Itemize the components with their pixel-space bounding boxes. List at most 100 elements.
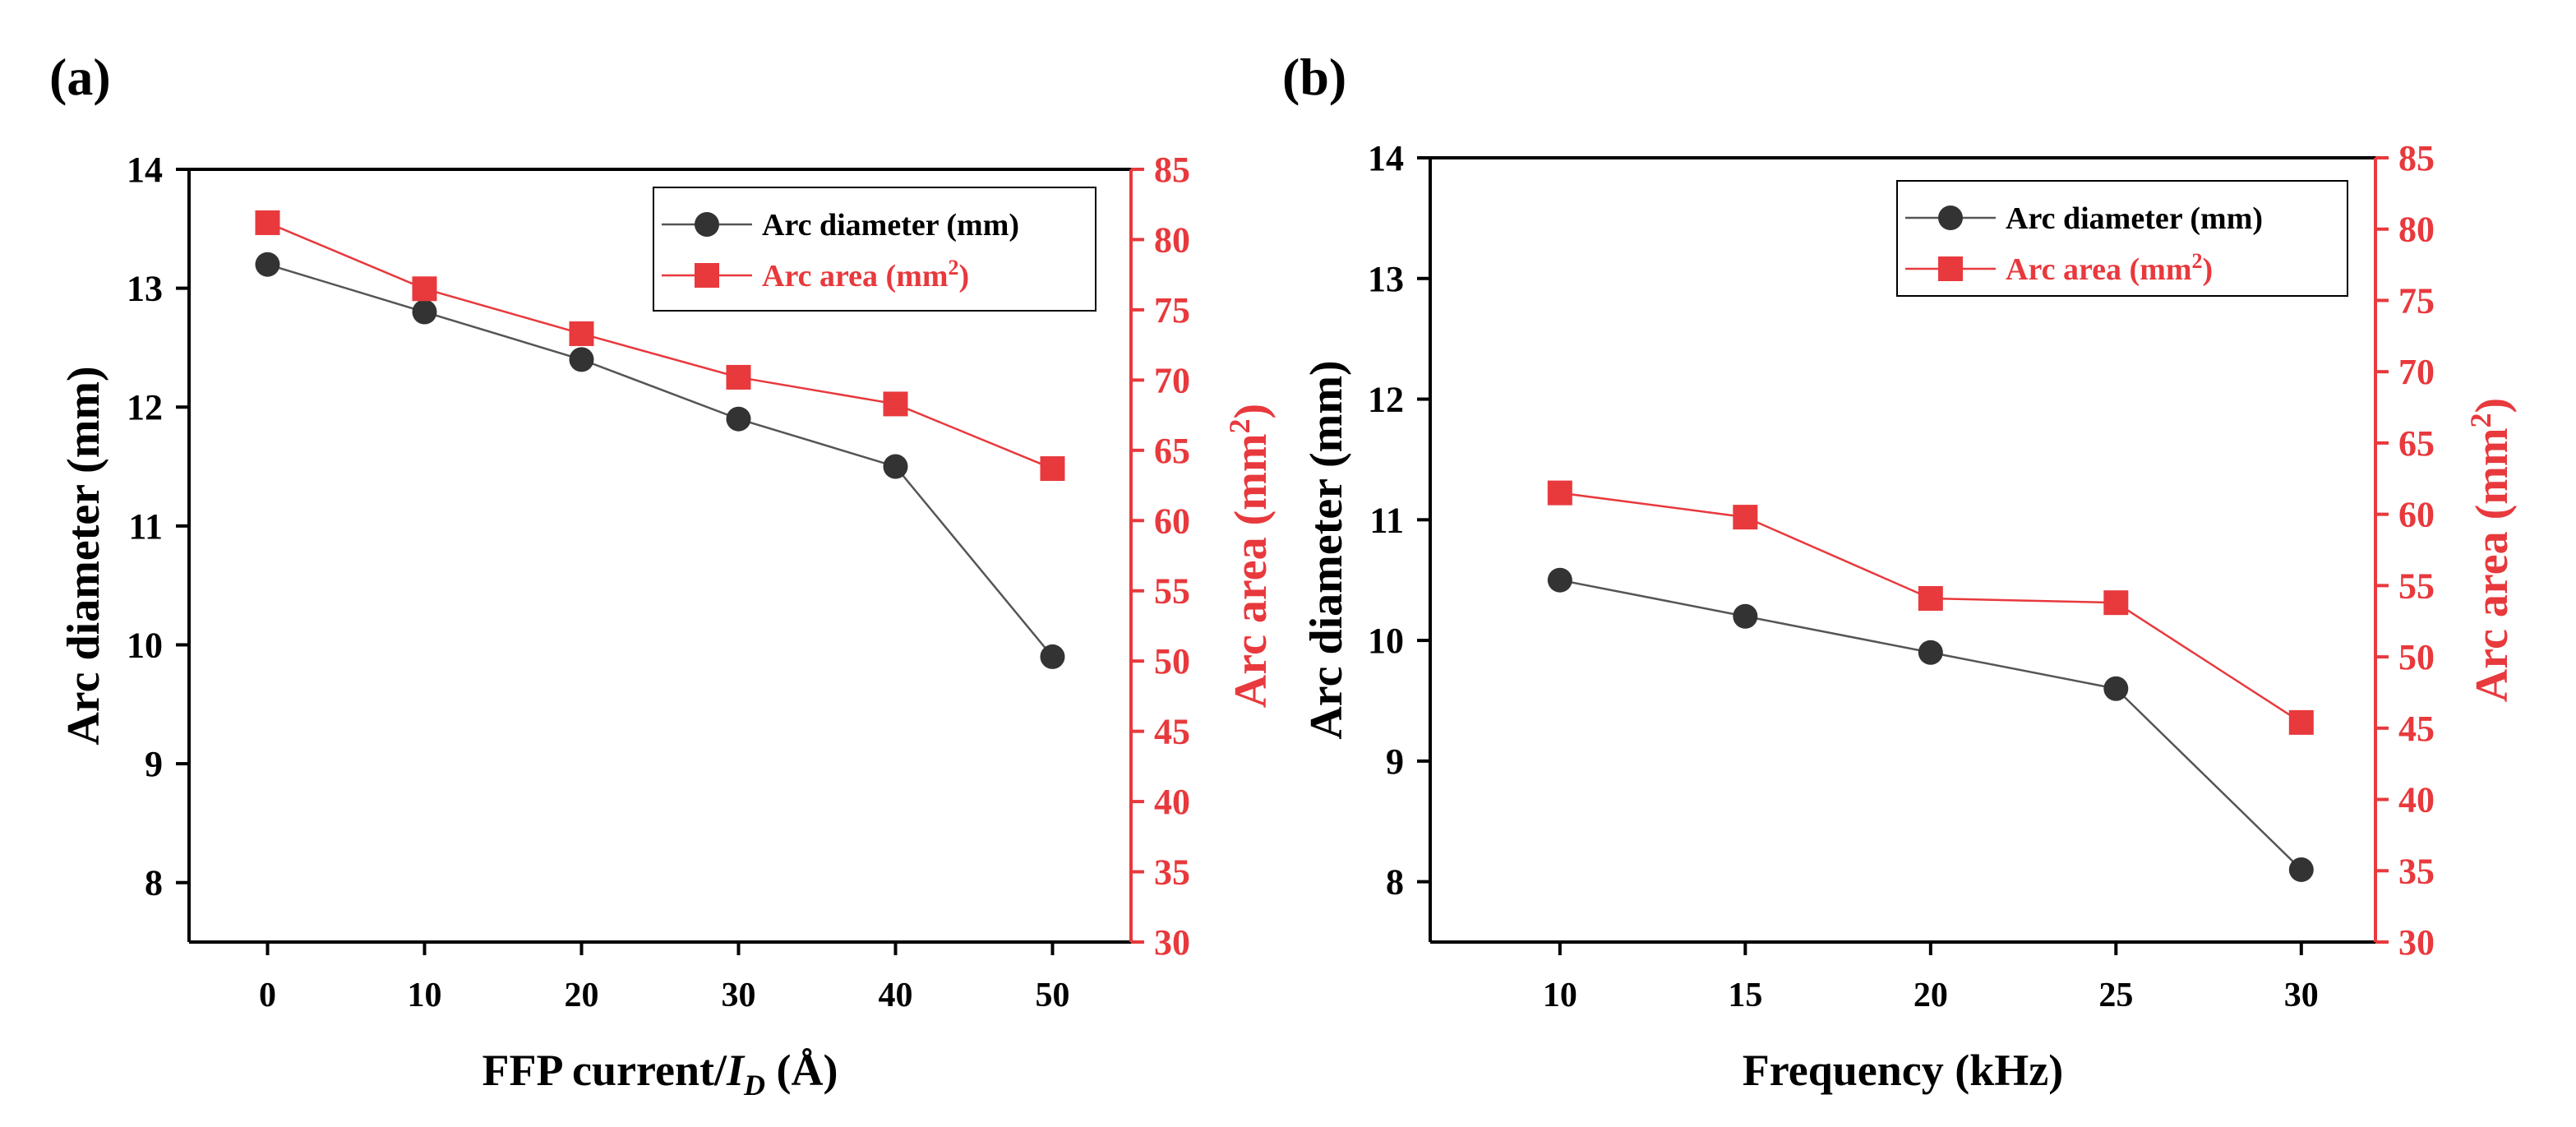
y-right-tick-label: 70 [2398,352,2435,392]
legend-label-text: Arc diameter (mm) [762,208,1019,242]
y-left-tick-label: 11 [128,506,163,547]
y-right-tick-label: 35 [1154,852,1190,893]
y-right-tick-label: 55 [2398,566,2435,606]
diameter-point [883,454,908,479]
panel-label: (b) [1282,48,1346,106]
y-right-tick-label: 80 [1154,219,1190,260]
area-point [1547,480,1572,506]
x-axis-label-text: FFP current/ [482,1046,727,1095]
x-axis-label-unit: (Å) [765,1046,838,1095]
x-tick-label: 30 [722,977,756,1014]
x-tick-label: 50 [1036,977,1070,1014]
diameter-point [1547,567,1572,593]
y-right-tick-label: 55 [1154,571,1190,612]
diameter-series-line [1559,579,2302,871]
x-axis-label-text: Frequency (kHz) [1743,1046,2063,1095]
y-right-tick-label: 40 [2398,780,2435,820]
chart-panel-a: (a) 0 10 20 30 40 50 8 9 10 11 12 13 14 30 35 40 45 50 55 60… [49,48,1276,1102]
x-tick-label: 25 [2098,977,2133,1014]
x-tick-label: 10 [1543,977,1577,1014]
area-point [1918,585,1943,611]
area-point [883,391,908,417]
diameter-point [569,347,594,372]
area-point [2103,590,2129,616]
y-right-tick-label: 85 [2398,138,2435,178]
legend-label-end: ) [959,259,970,293]
x-tick-label: 20 [1914,977,1948,1014]
diameter-series-line [267,263,1054,658]
y-left-axis-label: Arc diameter (mm) [58,366,109,745]
legend-label: Arc area (mm2) [2006,249,2213,287]
x-axis-label: FFP current/ID (Å) [482,1046,838,1102]
diameter-point [726,406,751,432]
y-right-tick-label: 50 [1154,641,1190,681]
area-point [2288,709,2314,735]
area-point [569,321,594,346]
y-left-tick-label: 11 [1369,500,1404,540]
y-left-tick-label: 14 [127,150,163,190]
legend: Arc diameter (mm) Arc area (mm2) [653,187,1096,312]
panel-label: (a) [49,48,111,106]
area-point [412,276,437,302]
y-left-tick-label: 9 [1386,741,1404,782]
legend-label-text: Arc area (mm [762,259,949,293]
y-right-tick-label: 45 [1154,712,1190,752]
y-left-tick-label: 8 [145,863,163,903]
y-left-tick-label: 9 [145,744,163,784]
y-right-axis-label-end: ) [1226,404,1276,419]
legend-square-marker [695,263,719,288]
legend-label: Arc diameter (mm) [762,208,1019,242]
y-left-tick-label: 8 [1386,862,1404,903]
legend-label-sup: 2 [949,256,959,279]
area-point [1040,456,1065,482]
y-right-tick-label: 35 [2398,851,2435,891]
y-right-tick-label: 30 [1154,922,1190,963]
legend: Arc diameter (mm) Arc area (mm2) [1896,180,2348,297]
diameter-point [1918,640,1943,665]
y-right-tick-label: 30 [2398,922,2435,963]
y-left-tick-label: 12 [1368,380,1404,420]
y-left-axis-label: Arc diameter (mm) [1301,360,1352,739]
y-right-axis-label-text: Arc area (mm [1226,433,1276,708]
legend-label: Arc area (mm2) [762,256,969,293]
x-tick-label: 0 [259,977,276,1014]
x-axis-label-var: I [726,1046,746,1095]
y-left-tick-label: 13 [127,269,163,309]
y-left-tick-label: 10 [127,625,163,665]
x-axis-label: Frequency (kHz) [1743,1046,2063,1095]
legend-square-marker [1938,256,1963,281]
legend-box [1896,180,2348,297]
area-point [1733,505,1758,530]
y-right-axis-label: Arc area (mm2) [2464,398,2518,702]
diameter-point [1040,644,1065,669]
area-series-line [267,221,1053,470]
legend-circle-marker [695,212,719,237]
diameter-point [255,252,280,277]
x-tick-label: 30 [2284,977,2319,1014]
chart-panel-b: (b) 10 15 20 25 30 8 9 10 11 12 13 14 30 35 40 45 50 55 60 6… [1282,48,2518,1095]
y-right-tick-label: 85 [1154,150,1190,190]
y-right-axis-label: Arc area (mm2) [1223,404,1276,708]
y-right-tick-label: 40 [1154,782,1190,822]
y-left-tick-label: 12 [127,387,163,427]
x-tick-label: 15 [1728,977,1762,1014]
x-tick-label: 10 [408,977,442,1014]
y-right-tick-label: 80 [2398,210,2435,250]
y-right-axis-label-end: ) [2467,398,2518,413]
y-right-tick-label: 75 [2398,280,2435,321]
area-point [726,364,751,390]
y-right-tick-label: 50 [2398,637,2435,677]
y-right-axis-label-sup: 2 [2464,413,2497,427]
y-right-tick-label: 60 [1154,501,1190,541]
y-right-tick-label: 75 [1154,290,1190,330]
y-right-axis-label-text: Arc area (mm [2467,427,2518,702]
diameter-point [1733,603,1758,629]
area-point [255,210,280,235]
legend-label-text: Arc diameter (mm) [2006,201,2263,236]
legend-label: Arc diameter (mm) [2006,201,2263,236]
diameter-point [412,299,437,325]
legend-label-text: Arc area (mm [2006,252,2192,287]
diameter-point [2103,676,2129,701]
y-right-tick-label: 65 [1154,431,1190,471]
